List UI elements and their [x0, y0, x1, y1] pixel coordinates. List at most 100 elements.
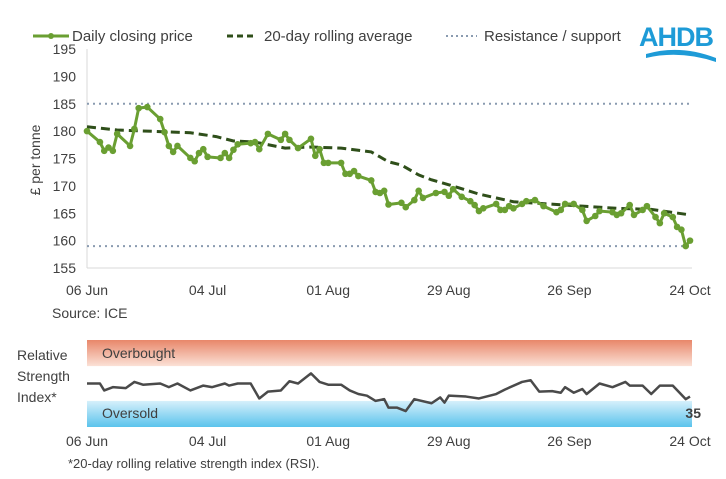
rsi-x-tick-label: 29 Aug [427, 433, 471, 449]
daily-price-point [617, 209, 625, 217]
y-tick-label: 195 [53, 41, 77, 57]
x-ticks: 06 Jun 04 Jul 01 Aug 29 Aug 26 Sep 24 Oct [66, 282, 711, 298]
y-tick-label: 190 [53, 68, 77, 84]
y-ticks: 155 160 165 170 175 180 185 190 195 [53, 41, 77, 276]
legend-levels-label: Resistance / support [484, 28, 622, 45]
daily-price-point [251, 138, 259, 146]
daily-price-point [458, 193, 466, 201]
daily-price-point [264, 130, 272, 138]
y-tick-label: 155 [53, 260, 77, 276]
daily-price-point [221, 149, 229, 157]
daily-price-point [131, 125, 138, 133]
daily-price-point [479, 205, 487, 212]
rolling-average-line [86, 125, 691, 217]
rsi-x-tick-label: 26 Sep [547, 433, 592, 449]
daily-price-point [523, 197, 530, 205]
y-tick-label: 165 [53, 205, 77, 221]
daily-price-point [441, 188, 448, 196]
daily-price-point [234, 140, 242, 148]
daily-price-point [415, 187, 422, 195]
daily-price-point [255, 145, 263, 153]
daily-price-point [501, 206, 509, 214]
daily-price-point [402, 203, 410, 211]
daily-price-point [135, 104, 142, 112]
daily-price-point [161, 128, 168, 136]
daily-price-point [311, 152, 319, 160]
daily-price-point [583, 217, 590, 225]
daily-price-point [191, 157, 198, 165]
rsi-series [87, 372, 691, 413]
daily-price-point [337, 159, 345, 167]
legend-price-swatch [33, 33, 69, 39]
y-tick-label: 170 [53, 178, 77, 194]
daily-price-point [669, 213, 677, 221]
daily-price-point [324, 159, 332, 167]
daily-price-point [432, 189, 440, 197]
x-tick-label: 29 Aug [427, 282, 471, 298]
daily-price-point [316, 145, 323, 153]
daily-price-point [531, 196, 539, 204]
daily-price-point [174, 142, 181, 150]
daily-price-point [686, 237, 694, 244]
legend-average-label: 20-day rolling average [264, 28, 412, 45]
source-note: Source: ICE [52, 305, 127, 321]
daily-price-point [165, 142, 173, 150]
daily-price-point [230, 146, 237, 154]
daily-price-point [557, 206, 565, 214]
daily-price-point [570, 200, 578, 208]
x-tick-label: 01 Aug [306, 282, 350, 298]
rolling-average-series [86, 125, 691, 217]
daily-price-point [355, 172, 362, 180]
legend-price-label: Daily closing price [72, 28, 193, 45]
daily-price-point [411, 196, 418, 204]
x-tick-label: 26 Sep [547, 282, 592, 298]
daily-price-point [367, 177, 375, 184]
y-tick-label: 160 [53, 233, 77, 249]
x-tick-label: 06 Jun [66, 282, 108, 298]
resistance-support-lines [87, 102, 692, 248]
daily-price-point [652, 213, 659, 221]
daily-price-point [156, 115, 164, 123]
daily-price-point [294, 144, 302, 152]
daily-price-point [678, 226, 685, 233]
overbought-label: Overbought [102, 345, 175, 361]
oversold-band [87, 400, 692, 427]
rsi-line [87, 372, 691, 413]
daily-price-point [217, 154, 224, 162]
daily-price-point [380, 187, 388, 195]
daily-price-point [144, 103, 151, 111]
rsi-x-tick-label: 06 Jun [66, 433, 108, 449]
daily-price-point [639, 206, 646, 214]
rsi-x-tick-label: 24 Oct [669, 433, 710, 449]
footnote: *20-day rolling relative strength index … [68, 456, 319, 471]
daily-price-point [281, 130, 289, 138]
daily-price-point [561, 200, 569, 208]
daily-price-point [596, 207, 603, 215]
daily-price-point [277, 136, 285, 144]
rsi-x-tick-label: 04 Jul [189, 433, 226, 449]
daily-price-point [643, 202, 651, 210]
daily-price-point [204, 153, 211, 161]
daily-price-point [109, 147, 117, 155]
daily-price-point [225, 154, 233, 162]
y-tick-label: 185 [53, 96, 77, 112]
daily-price-point [630, 211, 638, 219]
y-tick-label: 180 [53, 123, 77, 139]
daily-price-point [449, 185, 457, 193]
daily-price-point [510, 205, 517, 212]
x-tick-label: 04 Jul [189, 282, 226, 298]
daily-price-point [656, 219, 664, 227]
oversold-label: Oversold [102, 405, 158, 421]
daily-price-point [350, 167, 358, 175]
rsi-axis-title: Relative Strength Index* [17, 347, 70, 405]
daily-price-point [398, 199, 405, 207]
daily-price-point [83, 127, 91, 135]
rsi-last-value: 35 [685, 405, 701, 421]
daily-price-point [467, 197, 474, 205]
daily-price-point [540, 202, 547, 210]
daily-price-point [492, 200, 500, 208]
daily-price-point [445, 192, 453, 200]
y-axis-title: £ per tonne [27, 124, 43, 195]
daily-price-point [286, 136, 293, 144]
